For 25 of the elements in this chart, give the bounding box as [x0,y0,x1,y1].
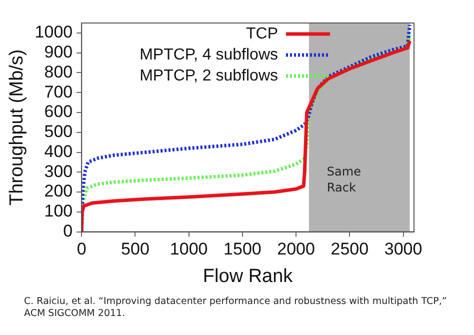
x-tick-label: 2000 [277,240,315,259]
y-tick-label: 0 [63,221,73,240]
x-axis-title: Flow Rank [202,266,294,287]
text: C. Raiciu, et al. “Improving datacenter performance and robustness with multipath TCP,” ACM SIGCOMM 2011. [24,296,448,320]
y-tick-label: 100 [44,202,73,221]
y-tick-label: 600 [44,102,73,122]
legend-label: MPTCP, 4 subflows [140,46,278,64]
y-axis-title: Throughput (Mb/s) [6,49,28,206]
band-label: Same Rack [326,164,361,194]
y-tick-label: 800 [44,62,73,82]
x-tick-label: 1500 [224,240,262,259]
y-tick-label: 500 [44,122,73,142]
x-tick-label: 3000 [384,240,422,259]
legend-label: MPTCP, 2 subflows [140,67,278,84]
legend-label: TCP [246,25,278,42]
y-tick-label: 900 [44,42,73,62]
y-tick-label: 1000 [34,22,73,42]
y-tick-label: 700 [44,82,73,102]
y-tick-label: 400 [44,142,73,161]
y-tick-label: 300 [44,162,73,181]
x-tick-label: 0 [76,240,86,259]
y-tick-label: 200 [44,182,73,201]
x-tick-label: 500 [121,240,150,259]
x-tick-label: 1000 [170,240,208,259]
x-tick-label: 2500 [330,240,369,259]
